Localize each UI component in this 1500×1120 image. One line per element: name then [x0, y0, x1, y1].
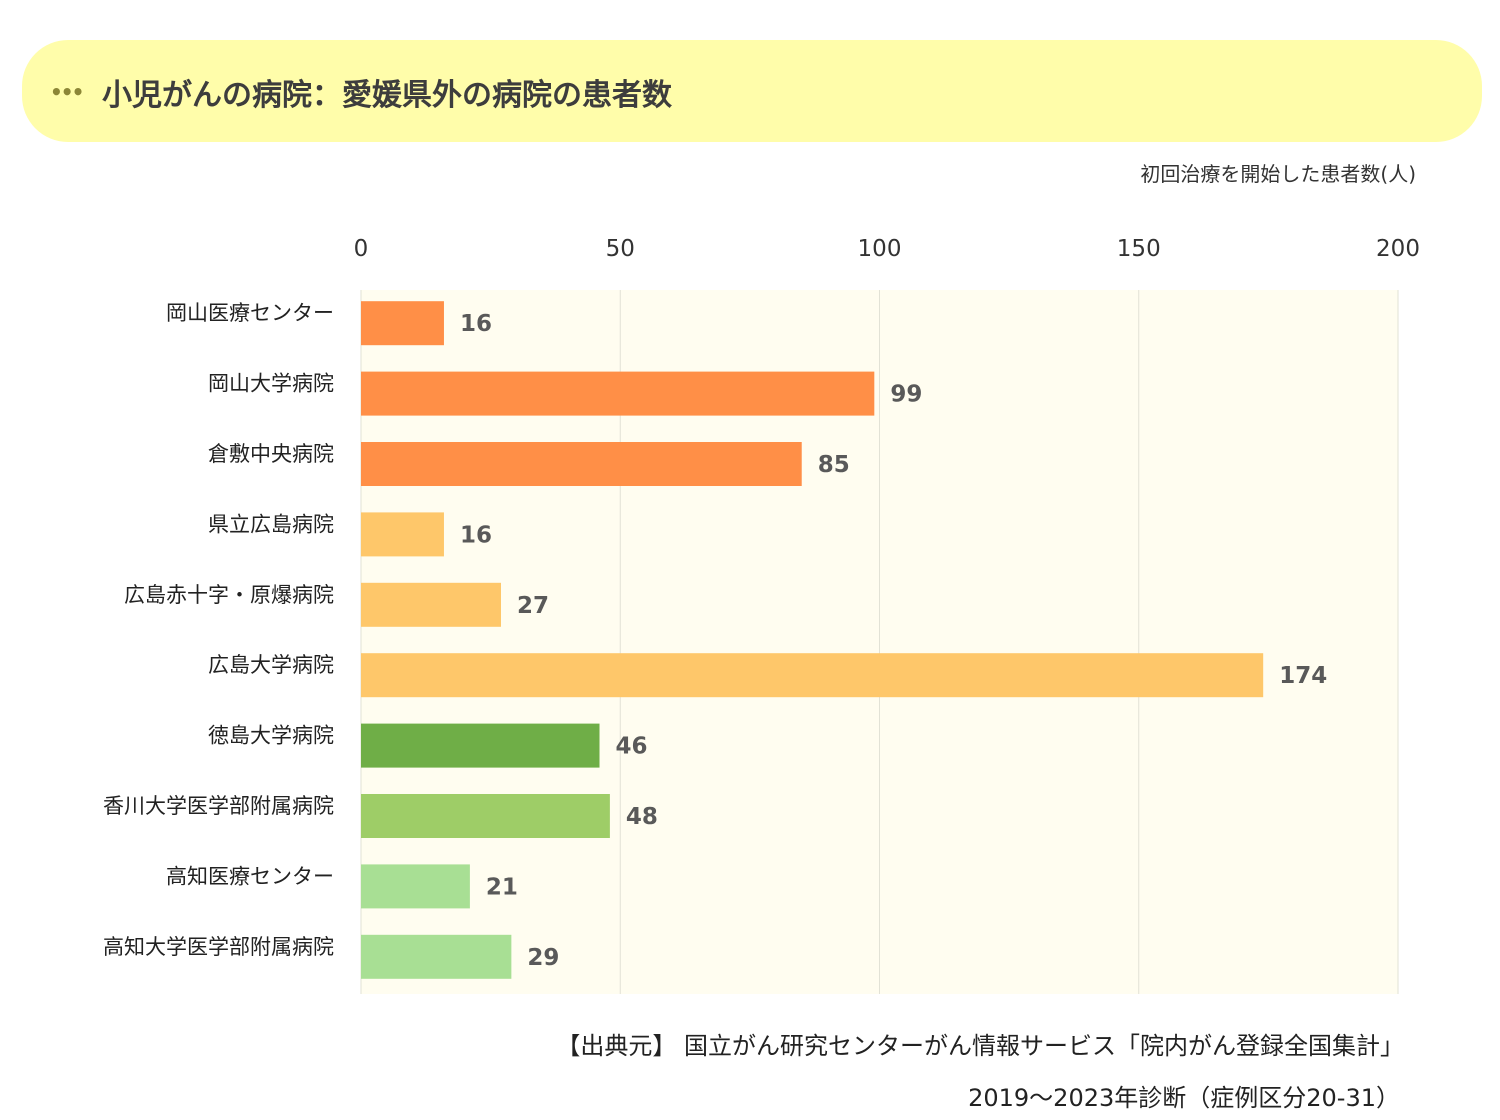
category-label: 高知医療センター	[166, 864, 334, 888]
bar-chart: 0 50 100 150 200 岡山医療センター岡山大学病院倉敷中央病院県立広島病院広…	[103, 236, 1420, 994]
bar	[361, 934, 512, 979]
category-label: 広島大学病院	[208, 653, 334, 677]
value-label: 99	[890, 382, 922, 408]
x-tick-label: 100	[858, 236, 902, 262]
value-label: 16	[460, 311, 492, 337]
value-label: 48	[626, 804, 658, 830]
source-citation: 【出典元】 国立がん研究センターがん情報サービス「院内がん登録全国集計」	[556, 1032, 1404, 1060]
x-tick-label: 150	[1117, 236, 1161, 262]
category-label: 岡山医療センター	[166, 301, 334, 325]
category-label: 倉敷中央病院	[208, 442, 334, 466]
value-label: 16	[460, 522, 492, 548]
x-axis-unit-label: 初回治療を開始した患者数(人)	[1140, 162, 1416, 186]
category-label: 広島赤十字・原爆病院	[124, 583, 334, 607]
diagnosis-period: 2019～2023年診断（症例区分20-31）	[968, 1084, 1400, 1112]
x-tick-label: 0	[354, 236, 369, 262]
value-label: 46	[616, 734, 648, 760]
value-label: 174	[1279, 663, 1327, 689]
chart-title: 小児がんの病院：愛媛県外の病院の患者数	[102, 78, 672, 113]
value-label: 85	[818, 452, 850, 478]
value-label: 27	[517, 593, 549, 619]
category-label: 岡山大学病院	[208, 372, 334, 396]
bar	[361, 442, 802, 486]
bar	[361, 723, 600, 768]
title-banner	[22, 40, 1482, 142]
bar	[361, 653, 1264, 698]
category-label: 徳島大学病院	[208, 724, 334, 748]
x-tick-label: 50	[606, 236, 635, 262]
bar	[361, 301, 444, 346]
bar	[361, 582, 501, 627]
value-label: 21	[486, 874, 518, 900]
ellipsis-icon: •••	[50, 80, 84, 104]
value-label: 29	[527, 945, 559, 971]
category-label: 香川大学医学部附属病院	[103, 794, 334, 818]
bar	[361, 794, 610, 838]
bar	[361, 512, 444, 557]
x-tick-label: 200	[1376, 236, 1420, 262]
category-label: 県立広島病院	[208, 512, 334, 536]
bar	[361, 371, 875, 416]
bar	[361, 864, 470, 909]
category-label: 高知大学医学部附属病院	[103, 935, 334, 959]
